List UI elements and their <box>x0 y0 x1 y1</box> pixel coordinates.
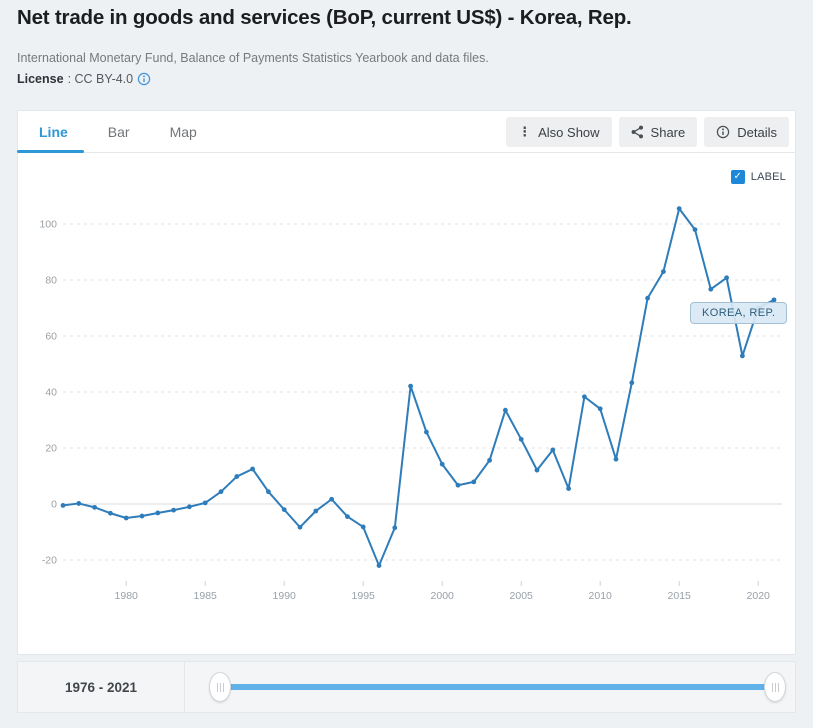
line-chart-svg: 100 80 60 40 20 0 -20 1980 1985 1990 1995 2000 2005 2… <box>39 206 782 602</box>
share-icon <box>631 125 644 139</box>
chart-panel: Line Bar Map ⋮ Also Show Share Details <box>17 110 796 655</box>
svg-text:100: 100 <box>39 219 57 231</box>
active-tab-underline <box>17 150 84 153</box>
svg-text:80: 80 <box>45 275 57 287</box>
license-row: License : CC BY-4.0 <box>17 72 151 86</box>
details-info-icon <box>716 125 730 139</box>
tab-bar[interactable]: Bar <box>107 123 130 140</box>
year-range-label: 1976 - 2021 <box>18 662 185 712</box>
svg-text:1990: 1990 <box>273 590 297 602</box>
label-checkbox-text: LABEL <box>750 171 786 183</box>
chart-tab-bar: Line Bar Map ⋮ Also Show Share Details <box>17 111 795 153</box>
share-button[interactable]: Share <box>618 117 698 147</box>
license-info-icon[interactable] <box>137 72 151 86</box>
svg-text:60: 60 <box>45 331 57 343</box>
svg-text:0: 0 <box>51 499 57 511</box>
slider-handle-end[interactable] <box>764 672 786 702</box>
label-toggle: ✓ LABEL <box>730 170 786 184</box>
kebab-icon: ⋮ <box>518 124 532 139</box>
tab-map[interactable]: Map <box>169 123 197 140</box>
svg-text:1980: 1980 <box>115 590 139 602</box>
svg-text:1995: 1995 <box>352 590 376 602</box>
svg-text:-20: -20 <box>42 555 57 567</box>
year-range-slider <box>185 662 795 712</box>
license-label: License <box>17 72 64 86</box>
svg-text:20: 20 <box>45 443 57 455</box>
slider-track[interactable] <box>220 684 773 690</box>
svg-text:40: 40 <box>45 387 57 399</box>
source-attribution: International Monetary Fund, Balance of … <box>17 51 489 65</box>
svg-text:2015: 2015 <box>668 590 692 602</box>
svg-text:2020: 2020 <box>747 590 771 602</box>
svg-text:2005: 2005 <box>510 590 534 602</box>
label-checkbox[interactable]: ✓ <box>730 170 745 184</box>
also-show-button[interactable]: ⋮ Also Show <box>506 117 612 147</box>
series-label-korea[interactable]: KOREA, REP. <box>690 302 788 324</box>
slider-handle-start[interactable] <box>209 672 231 702</box>
svg-text:1985: 1985 <box>194 590 218 602</box>
license-value: : CC BY-4.0 <box>67 72 134 86</box>
svg-text:2000: 2000 <box>431 590 455 602</box>
details-button[interactable]: Details <box>704 117 789 147</box>
year-range-bar: 1976 - 2021 <box>17 661 796 713</box>
tab-line[interactable]: Line <box>39 123 68 140</box>
svg-text:2010: 2010 <box>589 590 613 602</box>
page-title: Net trade in goods and services (BoP, cu… <box>17 6 632 29</box>
line-chart: 100 80 60 40 20 0 -20 1980 1985 1990 1995 2000 2005 2… <box>18 153 795 654</box>
